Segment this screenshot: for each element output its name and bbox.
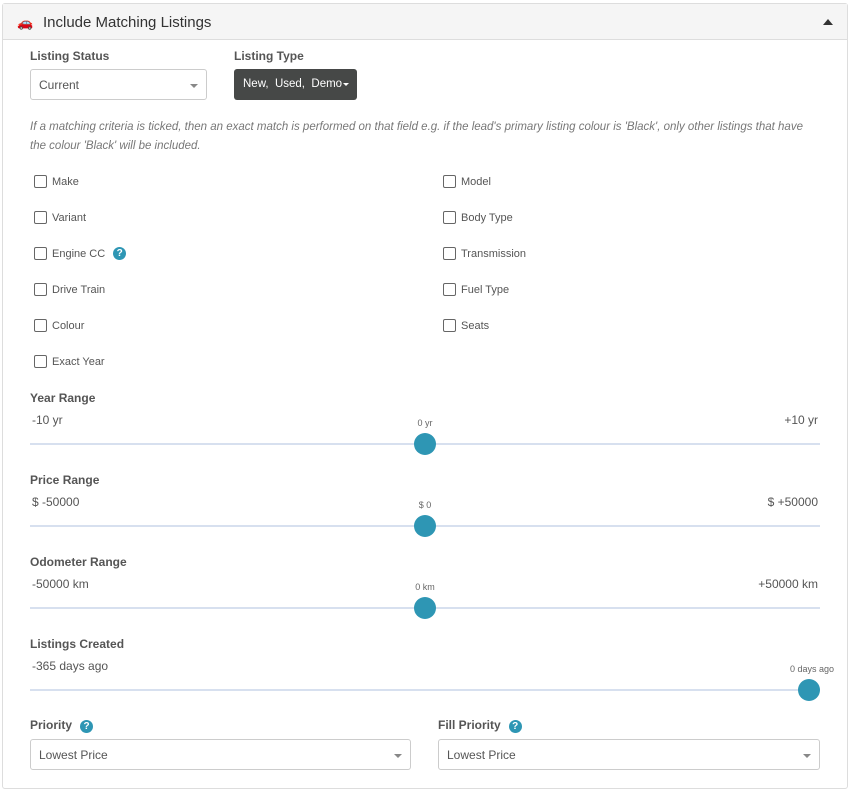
checkbox-body-type[interactable]: Body Type bbox=[443, 211, 513, 224]
checkbox-box[interactable] bbox=[34, 283, 47, 296]
checkbox-label: Model bbox=[461, 175, 491, 188]
checkbox-box[interactable] bbox=[34, 355, 47, 368]
slider-label: Listings Created bbox=[30, 637, 125, 651]
listing-status-value: Current bbox=[39, 78, 80, 92]
fill-priority-label: Fill Priority? bbox=[438, 718, 522, 733]
checkbox-label: Fuel Type bbox=[461, 283, 510, 296]
slider-min-label: -50000 km bbox=[32, 577, 89, 591]
checkbox-label: Colour bbox=[52, 319, 85, 332]
range-slider[interactable]: -10 yr +10 yr 0 yr bbox=[30, 413, 820, 455]
listing-type-value: New, Used, Demo bbox=[243, 78, 343, 90]
checkbox-colour[interactable]: Colour bbox=[34, 319, 84, 332]
car-icon: 🚗 bbox=[17, 15, 34, 30]
slider-track[interactable] bbox=[30, 689, 820, 691]
checkbox-engine-cc[interactable]: Engine CC? bbox=[34, 247, 127, 260]
slider-label: Odometer Range bbox=[30, 555, 127, 569]
range-slider[interactable]: $ -50000 $ +50000 $ 0 bbox=[30, 495, 820, 537]
priority-label: Priority? bbox=[30, 718, 94, 733]
checkbox-variant[interactable]: Variant bbox=[34, 211, 86, 224]
checkbox-label: Drive Train bbox=[52, 283, 106, 296]
slider-value-label: $ 0 bbox=[418, 500, 432, 510]
checkbox-box[interactable] bbox=[443, 211, 456, 224]
checkbox-box[interactable] bbox=[34, 319, 47, 332]
slider-value-label: 0 days ago bbox=[789, 664, 834, 674]
priority-value: Lowest Price bbox=[39, 748, 108, 762]
range-slider[interactable]: -50000 km +50000 km 0 km bbox=[30, 577, 820, 619]
listing-status-select[interactable]: Current bbox=[30, 69, 207, 100]
chevron-down-icon bbox=[343, 83, 349, 86]
listing-type-label: Listing Type bbox=[234, 49, 304, 63]
checkbox-box[interactable] bbox=[443, 175, 456, 188]
checkbox-label: Make bbox=[52, 175, 79, 188]
include-matching-listings-panel: 🚗 Include Matching Listings bbox=[2, 3, 848, 789]
help-icon[interactable]: ? bbox=[80, 720, 94, 733]
slider-value-label: 0 km bbox=[415, 582, 435, 592]
slider-handle[interactable] bbox=[414, 515, 436, 537]
checkbox-exact-year[interactable]: Exact Year bbox=[34, 355, 105, 368]
checkbox-box[interactable] bbox=[34, 175, 47, 188]
slider-max-label: +10 yr bbox=[784, 413, 818, 427]
help-icon[interactable]: ? bbox=[508, 720, 522, 733]
collapse-caret-icon[interactable] bbox=[823, 19, 833, 25]
slider-handle[interactable] bbox=[798, 679, 820, 701]
matching-note: If a matching criteria is ticked, then a… bbox=[30, 121, 803, 152]
checkbox-box[interactable] bbox=[34, 247, 47, 260]
slider-max-label: +50000 km bbox=[758, 577, 818, 591]
chevron-down-icon bbox=[190, 84, 198, 88]
range-slider[interactable]: -365 days ago 0 days ago bbox=[30, 659, 834, 701]
help-icon[interactable]: ? bbox=[113, 247, 127, 260]
checkbox-transmission[interactable]: Transmission bbox=[443, 247, 526, 260]
listing-type-dropdown[interactable]: New, Used, Demo bbox=[234, 69, 357, 100]
slider-handle[interactable] bbox=[414, 433, 436, 455]
checkbox-box[interactable] bbox=[443, 247, 456, 260]
checkbox-label: Exact Year bbox=[52, 355, 105, 368]
slider-min-label: -10 yr bbox=[32, 413, 63, 427]
checkbox-label: Engine CC bbox=[52, 247, 106, 260]
listing-status-label: Listing Status bbox=[30, 49, 110, 63]
fill-priority-value: Lowest Price bbox=[447, 748, 516, 762]
slider-value-label: 0 yr bbox=[417, 418, 433, 428]
panel-title: Include Matching Listings bbox=[43, 14, 212, 31]
checkbox-label: Body Type bbox=[461, 211, 513, 224]
slider-min-label: $ -50000 bbox=[32, 495, 80, 509]
slider-min-label: -365 days ago bbox=[32, 659, 109, 673]
chevron-down-icon bbox=[803, 754, 811, 758]
slider-handle[interactable] bbox=[414, 597, 436, 619]
chevron-down-icon bbox=[394, 754, 402, 758]
fill-priority-select[interactable]: Lowest Price bbox=[438, 739, 820, 770]
slider-label: Price Range bbox=[30, 473, 100, 487]
slider-label: Year Range bbox=[30, 391, 96, 405]
checkbox-box[interactable] bbox=[34, 211, 47, 224]
checkbox-fuel-type[interactable]: Fuel Type bbox=[443, 283, 509, 296]
checkbox-label: Transmission bbox=[461, 247, 526, 260]
checkbox-seats[interactable]: Seats bbox=[443, 319, 489, 332]
checkbox-make[interactable]: Make bbox=[34, 175, 79, 188]
priority-select[interactable]: Lowest Price bbox=[30, 739, 411, 770]
slider-max-label: $ +50000 bbox=[767, 495, 818, 509]
checkbox-label: Variant bbox=[52, 211, 87, 224]
checkbox-label: Seats bbox=[461, 319, 490, 332]
checkbox-drive-train[interactable]: Drive Train bbox=[34, 283, 105, 296]
checkbox-box[interactable] bbox=[443, 319, 456, 332]
checkbox-box[interactable] bbox=[443, 283, 456, 296]
panel-header[interactable]: 🚗 Include Matching Listings bbox=[3, 4, 847, 40]
checkbox-model[interactable]: Model bbox=[443, 175, 491, 188]
